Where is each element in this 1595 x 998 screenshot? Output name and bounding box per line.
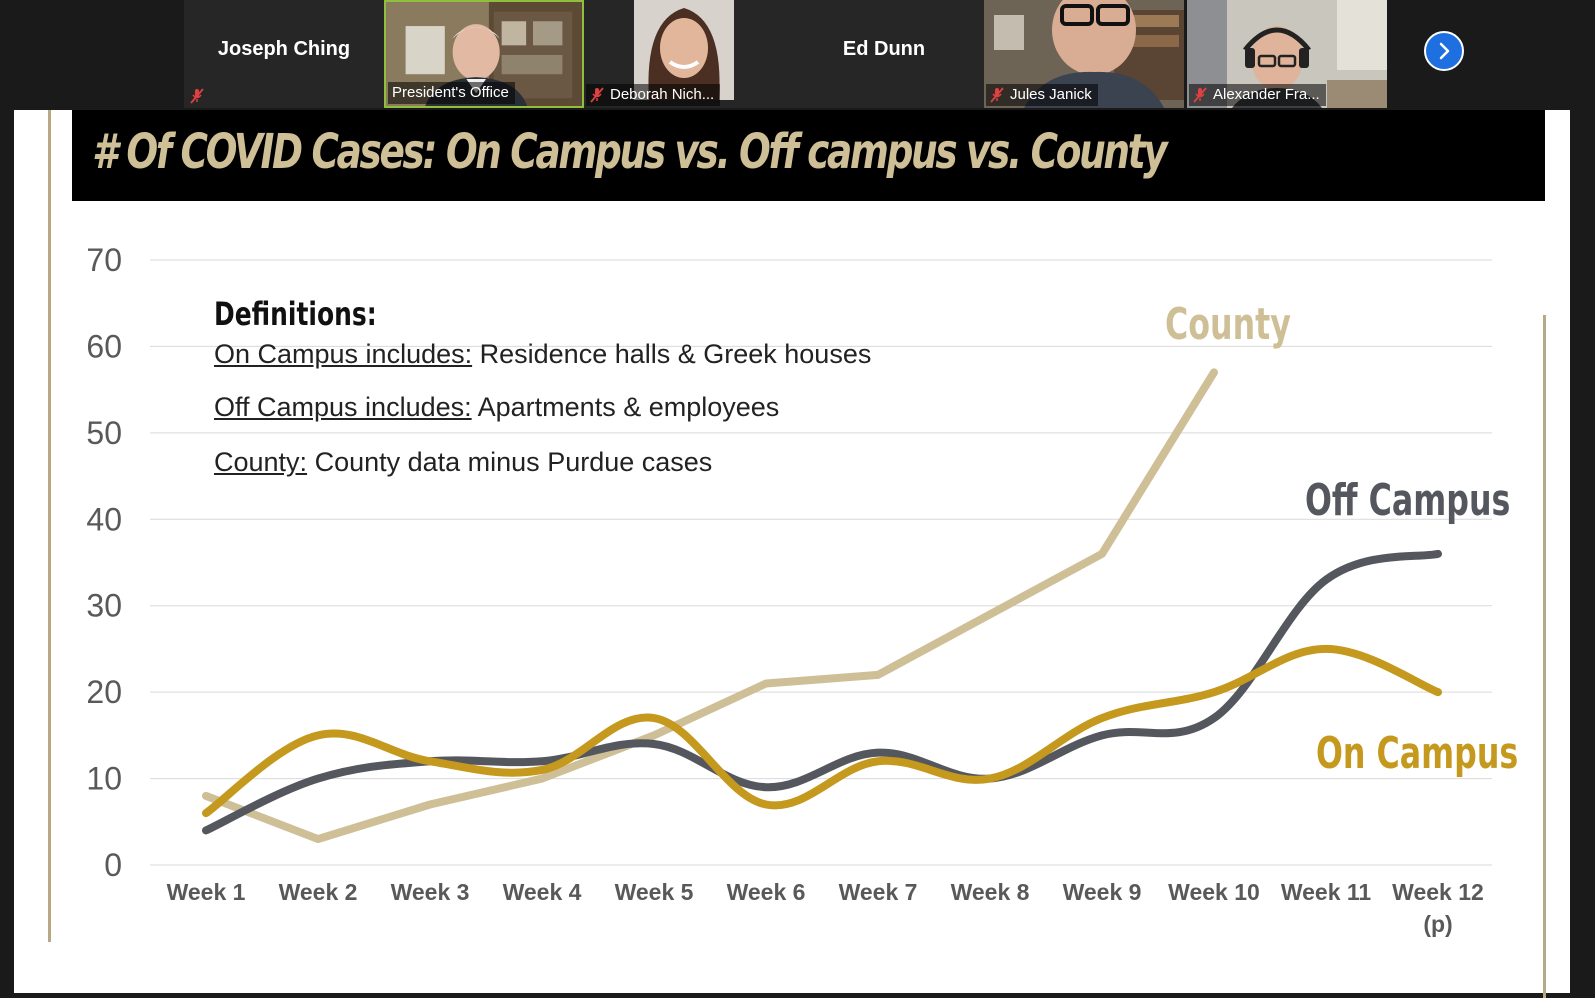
- participant-tile-presidents-office[interactable]: President's Office: [384, 0, 584, 108]
- x-tick-label: Week 2: [279, 879, 358, 905]
- x-tick-label: Week 3: [391, 879, 470, 905]
- chevron-right-icon: [1439, 42, 1450, 60]
- x-tick-label: Week 6: [727, 879, 806, 905]
- muted-mic-icon: [1193, 87, 1207, 103]
- participant-label: Alexander Fra...: [1189, 84, 1326, 106]
- x-tick-label: Week 1: [167, 879, 246, 905]
- y-tick-label: 10: [86, 761, 122, 797]
- y-tick-label: 40: [86, 501, 122, 537]
- participant-name: Ed Dunn: [842, 38, 926, 60]
- series-line-county: [202, 368, 1218, 844]
- x-tick-label: Week 10: [1168, 879, 1260, 905]
- slide-left-rule: [48, 110, 51, 942]
- y-tick-label: 50: [86, 415, 122, 451]
- muted-mic-icon: [590, 87, 604, 103]
- shared-slide: # Of COVID Cases: On Campus vs. Off camp…: [14, 110, 1570, 998]
- muted-mic-icon: [990, 87, 1004, 103]
- participant-name: Joseph Ching: [217, 38, 351, 60]
- x-tick-label: Week 11: [1281, 879, 1372, 905]
- y-tick-label: 20: [86, 674, 122, 710]
- definition-off-campus: Off Campus includes: Apartments & employ…: [214, 392, 780, 422]
- x-tick-sublabel: (p): [1423, 911, 1452, 937]
- participant-tile-ed-dunn[interactable]: Ed Dunn: [784, 0, 984, 108]
- x-tick-label: Week 8: [951, 879, 1030, 905]
- covid-line-chart: 0 10 20 30 40 50 60 70 Week 1 Week 2 Week 3 Week 4 W…: [86, 242, 1492, 937]
- definition-on-campus: On Campus includes: Residence halls & Gr…: [214, 339, 872, 369]
- slide-title: # Of COVID Cases: On Campus vs. Off camp…: [92, 124, 1168, 180]
- x-tick-label: Week 5: [615, 879, 694, 905]
- participant-label: Jules Janick: [986, 84, 1098, 106]
- series-label-county: County: [1165, 299, 1291, 350]
- muted-mic-icon: [190, 88, 204, 104]
- x-tick-label: Week 4: [503, 879, 582, 905]
- series-label-on-campus: On Campus: [1316, 728, 1519, 779]
- definitions-heading: Definitions:: [214, 295, 377, 333]
- participant-label: President's Office: [388, 82, 515, 104]
- y-tick-label: 0: [104, 847, 122, 883]
- x-tick-label: Week 9: [1063, 879, 1142, 905]
- participant-tile-alexander[interactable]: Alexander Fra...: [1187, 0, 1387, 108]
- participant-label: Deborah Nich...: [586, 84, 721, 106]
- participant-tile-joseph-ching[interactable]: Joseph Ching: [184, 0, 384, 108]
- definitions-box: Definitions: On Campus includes: Residen…: [214, 295, 871, 478]
- next-participants-button[interactable]: [1424, 31, 1464, 71]
- slide-right-rule: [1543, 315, 1546, 998]
- y-tick-label: 70: [86, 242, 122, 278]
- participant-strip: Joseph Ching President's Office: [0, 0, 1595, 110]
- definition-county: County: County data minus Purdue cases: [214, 447, 713, 477]
- x-tick-label: Week 7: [839, 879, 918, 905]
- series-label-off-campus: Off Campus: [1305, 475, 1511, 526]
- participant-tile-jules-janick[interactable]: Jules Janick: [984, 0, 1184, 108]
- participant-tile-deborah[interactable]: Deborah Nich...: [584, 0, 784, 108]
- x-tick-label: Week 12: [1392, 879, 1484, 905]
- series-line-on-campus: [202, 644, 1442, 818]
- y-tick-label: 30: [86, 588, 122, 624]
- y-tick-label: 60: [86, 328, 122, 364]
- slide-title-bar: # Of COVID Cases: On Campus vs. Off camp…: [72, 110, 1545, 201]
